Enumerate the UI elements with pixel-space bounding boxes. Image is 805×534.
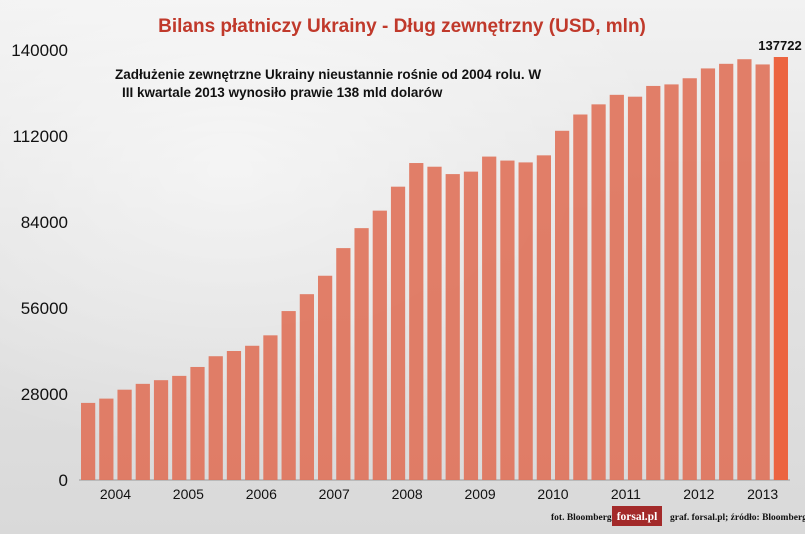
bar <box>372 210 387 480</box>
chart-title: Bilans płatniczy Ukrainy - Dług zewnętrz… <box>158 16 646 37</box>
bar <box>117 389 132 480</box>
bar <box>172 375 187 480</box>
bar <box>609 94 624 480</box>
bar <box>281 311 296 480</box>
bar <box>427 166 442 480</box>
bar <box>318 275 333 480</box>
bar <box>226 351 242 480</box>
bar <box>646 85 661 480</box>
bar <box>773 57 788 480</box>
y-axis: 0 28000 56000 84000 112000 140000 <box>11 41 68 490</box>
bar <box>245 345 260 480</box>
bar <box>719 63 734 480</box>
bar <box>354 228 369 480</box>
x-tick-label: 2013 <box>747 486 778 502</box>
bar <box>573 114 588 480</box>
bar <box>99 398 114 480</box>
y-tick-label: 112000 <box>13 127 68 146</box>
y-tick-label: 84000 <box>21 213 68 232</box>
bar <box>518 162 533 480</box>
bar <box>208 356 223 480</box>
bar <box>755 64 770 480</box>
y-tick-label: 28000 <box>21 385 68 404</box>
bar <box>591 104 606 481</box>
x-tick-label: 2006 <box>246 486 277 502</box>
bar <box>463 171 479 480</box>
bar <box>263 335 278 480</box>
x-tick-label: 2012 <box>683 486 714 502</box>
photo-credit: fot. Bloomberg <box>551 513 612 523</box>
x-tick-label: 2004 <box>100 486 131 502</box>
data-label: 137722 <box>758 38 801 53</box>
bar <box>536 155 551 480</box>
forsal-logo <box>612 506 662 526</box>
bar <box>555 130 570 480</box>
bar <box>500 160 515 480</box>
bar <box>336 248 351 480</box>
bar <box>299 294 314 480</box>
bar <box>682 78 697 480</box>
data-labels: 137722 <box>758 38 801 53</box>
bar <box>190 366 205 480</box>
x-axis: 2004 2005 2006 2007 2008 2009 2010 2011 2012 2013 <box>100 486 779 502</box>
source-credit: graf. forsal.pl; źródło: Bloomberg <box>670 513 805 523</box>
y-tick-label: 0 <box>59 471 68 490</box>
y-tick-label: 140000 <box>11 41 68 60</box>
bar <box>135 383 150 480</box>
x-tick-label: 2009 <box>465 486 496 502</box>
x-tick-label: 2008 <box>392 486 423 502</box>
bar <box>737 59 752 481</box>
bar <box>409 163 424 480</box>
bar <box>664 84 679 481</box>
bar <box>390 186 406 480</box>
bar <box>627 96 643 480</box>
x-tick-label: 2010 <box>537 486 568 502</box>
x-tick-label: 2011 <box>611 486 641 502</box>
bar-series <box>81 57 788 481</box>
annotation-line-2: III kwartale 2013 wynosiło prawie 138 ml… <box>122 85 443 100</box>
x-tick-label: 2005 <box>173 486 204 502</box>
bar <box>700 68 716 481</box>
bar <box>153 380 169 480</box>
bar <box>445 174 460 480</box>
annotation-line-1: Zadłużenie zewnętrzne Ukrainy nieustanni… <box>115 67 541 82</box>
y-tick-label: 56000 <box>21 299 68 318</box>
forsal-logo-text: forsal.pl <box>617 511 658 523</box>
bar <box>482 156 497 480</box>
x-tick-label: 2007 <box>319 486 350 502</box>
bar <box>81 402 96 480</box>
